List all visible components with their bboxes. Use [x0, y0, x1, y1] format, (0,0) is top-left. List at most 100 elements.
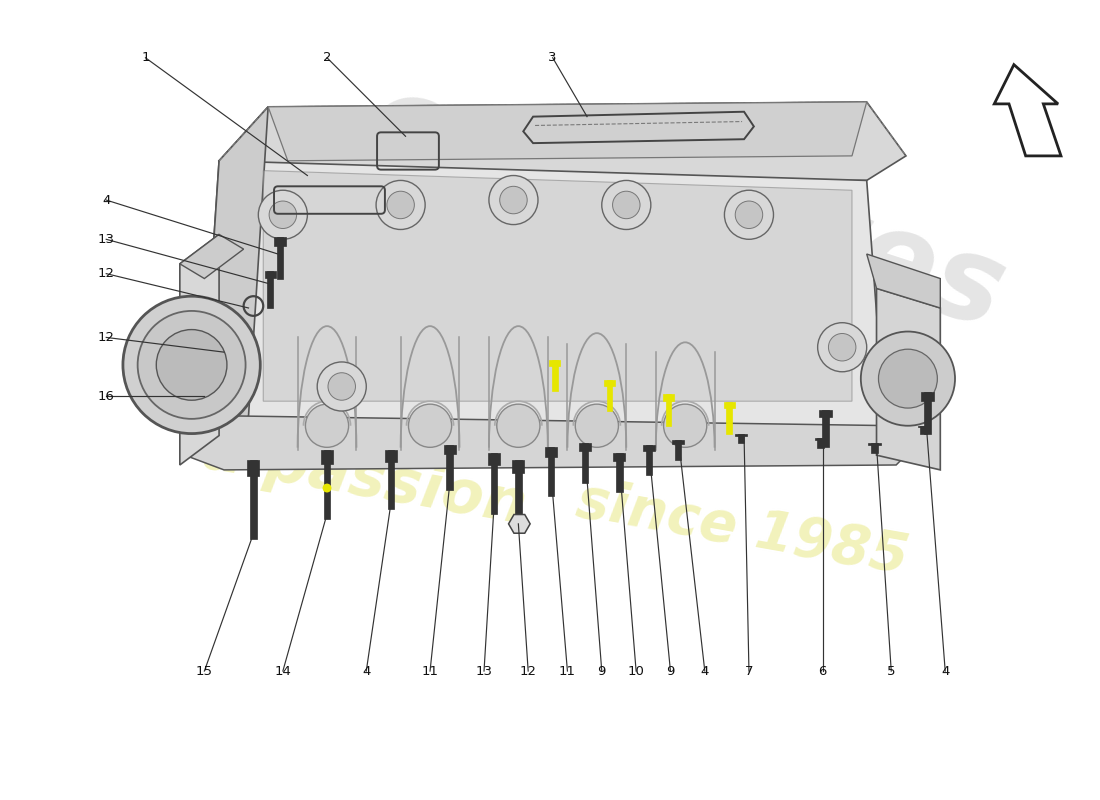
Circle shape — [328, 373, 355, 400]
Bar — [274, 238, 286, 246]
Bar — [582, 443, 588, 482]
Text: 15: 15 — [196, 665, 213, 678]
Bar — [924, 392, 931, 434]
Bar — [544, 447, 557, 457]
Text: ares: ares — [710, 154, 1020, 353]
Circle shape — [270, 201, 297, 229]
Text: 11: 11 — [559, 665, 576, 678]
Bar — [548, 447, 554, 496]
Text: 13: 13 — [475, 665, 493, 678]
Circle shape — [613, 191, 640, 218]
Bar — [817, 438, 824, 448]
Circle shape — [123, 296, 261, 434]
Text: 11: 11 — [421, 665, 439, 678]
Bar — [515, 460, 521, 526]
Bar — [738, 434, 745, 443]
Bar — [869, 443, 881, 446]
Polygon shape — [877, 288, 940, 470]
Circle shape — [879, 349, 937, 408]
Circle shape — [602, 181, 651, 230]
Text: 13: 13 — [98, 233, 114, 246]
Text: 4: 4 — [940, 665, 949, 678]
Bar — [264, 270, 276, 278]
Text: 9: 9 — [597, 665, 606, 678]
Bar — [642, 446, 654, 451]
Polygon shape — [219, 102, 906, 186]
Text: 3: 3 — [549, 51, 557, 64]
Bar — [663, 394, 674, 401]
Bar — [549, 360, 560, 366]
Bar — [672, 441, 684, 444]
Polygon shape — [185, 416, 911, 470]
Bar — [323, 450, 330, 519]
Text: 16: 16 — [98, 390, 114, 402]
Bar — [387, 450, 394, 509]
Circle shape — [575, 404, 618, 447]
Text: 7: 7 — [745, 665, 754, 678]
Text: 1: 1 — [141, 51, 150, 64]
Circle shape — [306, 404, 349, 447]
Polygon shape — [508, 514, 530, 534]
Text: 6: 6 — [818, 665, 827, 678]
Text: 4: 4 — [362, 665, 371, 678]
Bar — [871, 443, 878, 454]
Bar — [614, 454, 626, 461]
Bar — [735, 434, 747, 435]
Bar — [513, 460, 525, 474]
Bar — [616, 454, 623, 493]
Bar — [666, 394, 671, 426]
Polygon shape — [199, 107, 268, 455]
Bar — [250, 460, 256, 538]
Circle shape — [387, 191, 415, 218]
Bar — [277, 238, 283, 278]
Circle shape — [725, 190, 773, 239]
Bar — [675, 441, 682, 460]
Text: 12: 12 — [98, 331, 114, 344]
Circle shape — [663, 404, 707, 447]
Bar — [921, 426, 927, 434]
Circle shape — [408, 404, 452, 447]
Circle shape — [317, 362, 366, 411]
Bar — [820, 410, 832, 418]
Bar — [321, 450, 333, 464]
Bar — [385, 450, 397, 462]
Text: europ: europ — [346, 61, 799, 315]
Bar — [267, 270, 273, 308]
Bar — [443, 446, 455, 454]
Polygon shape — [263, 170, 852, 402]
Circle shape — [499, 186, 527, 214]
Bar — [917, 426, 930, 427]
Text: 4: 4 — [701, 665, 710, 678]
Text: 2: 2 — [322, 51, 331, 64]
Circle shape — [497, 404, 540, 447]
Bar — [248, 460, 260, 476]
Text: 12: 12 — [98, 267, 114, 280]
Bar — [823, 410, 828, 447]
Polygon shape — [867, 254, 940, 308]
Bar — [579, 443, 591, 451]
Bar — [922, 392, 934, 401]
Bar — [646, 446, 652, 474]
Text: 12: 12 — [519, 665, 537, 678]
Polygon shape — [179, 234, 243, 278]
Polygon shape — [179, 234, 219, 465]
Polygon shape — [199, 161, 887, 455]
Circle shape — [156, 330, 227, 400]
Circle shape — [817, 322, 867, 372]
Circle shape — [735, 201, 762, 229]
Circle shape — [322, 483, 331, 493]
Circle shape — [861, 331, 955, 426]
Circle shape — [376, 181, 425, 230]
Bar — [447, 446, 453, 490]
Bar — [724, 402, 735, 409]
Bar — [491, 454, 497, 514]
Text: 5: 5 — [887, 665, 895, 678]
Circle shape — [258, 190, 307, 239]
Text: 9: 9 — [667, 665, 674, 678]
Text: 10: 10 — [628, 665, 645, 678]
Bar — [607, 380, 613, 411]
Circle shape — [488, 175, 538, 225]
Bar — [604, 380, 615, 386]
Bar — [726, 402, 733, 434]
Text: a passion: a passion — [199, 422, 531, 537]
